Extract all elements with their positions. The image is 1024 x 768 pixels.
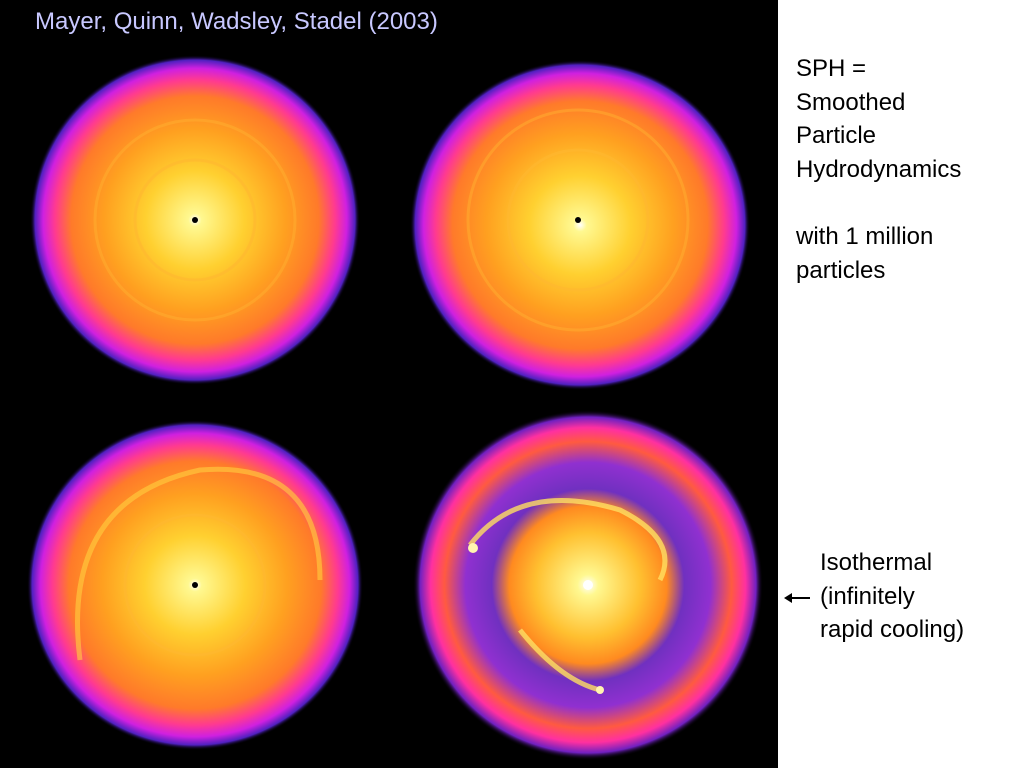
text-line: SPH = — [796, 55, 867, 82]
arrow — [784, 593, 810, 603]
text-line: Smoothed — [796, 88, 906, 116]
slide-title: Mayer, Quinn, Wadsley, Stadel (2003) — [35, 8, 438, 35]
text-line: particles — [796, 256, 886, 284]
text-line: Hydrodynamics — [796, 155, 962, 183]
text-line: with 1 million — [796, 223, 934, 250]
disk — [410, 60, 750, 390]
annotation-text: Isothermal (infinitely rapid cooling) — [820, 546, 964, 647]
sidebar-text: SPH = Smoothed Particle Hydrodynamics wi… — [796, 52, 961, 287]
text-line: Isothermal — [820, 549, 933, 576]
text-line: Particle — [796, 122, 877, 149]
disk-images — [27, 55, 763, 760]
simulation-image — [0, 0, 778, 768]
disk — [413, 410, 763, 760]
text-line: (infinitely — [820, 582, 915, 610]
disk — [27, 420, 363, 750]
disk — [30, 55, 360, 385]
text-line: rapid cooling) — [820, 616, 965, 643]
